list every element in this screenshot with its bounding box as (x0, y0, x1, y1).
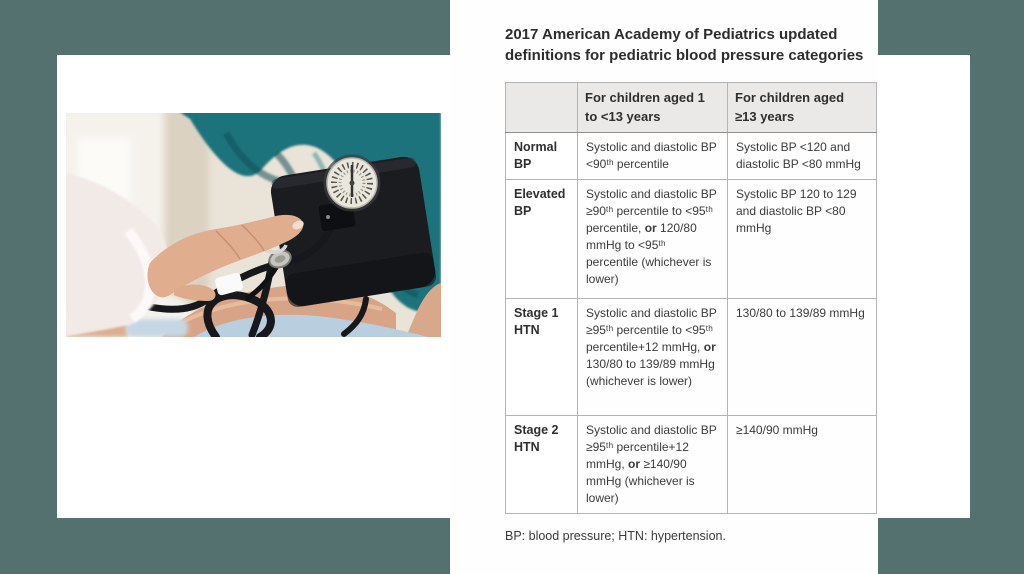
cell-aged-13-plus: ≥140/90 mmHg (727, 415, 877, 514)
bp-cuff (270, 156, 436, 307)
table-row: Stage 1 HTN Systolic and diastolic BP ≥9… (505, 298, 877, 416)
abbreviations-footnote: BP: blood pressure; HTN: hypertension. (505, 529, 726, 543)
column-header-aged-13-plus: For children aged ≥13 years (727, 82, 877, 133)
table-row: Normal BP Systolic and diastolic BP <90ᵗ… (505, 132, 877, 180)
blood-pressure-photo (66, 113, 441, 337)
row-label: Normal BP (505, 132, 578, 180)
cell-aged-1-to-13: Systolic and diastolic BP ≥95ᵗʰ percenti… (577, 298, 728, 416)
stethoscope (244, 240, 292, 302)
clinician-hand (147, 214, 304, 301)
row-label: Stage 2 HTN (505, 415, 578, 514)
row-label: Elevated BP (505, 179, 578, 299)
cell-aged-1-to-13: Systolic and diastolic BP ≥90ᵗʰ percenti… (577, 179, 728, 299)
cell-aged-13-plus: Systolic BP <120 and diastolic BP <80 mm… (727, 132, 877, 180)
cell-aged-1-to-13: Systolic and diastolic BP ≥95ᵗʰ percenti… (577, 415, 728, 514)
bp-definitions-table: For children aged 1 to <13 years For chi… (505, 82, 877, 514)
column-header-aged-1-to-13: For children aged 1 to <13 years (577, 82, 728, 133)
table-row: Elevated BP Systolic and diastolic BP ≥9… (505, 179, 877, 299)
cell-aged-1-to-13: Systolic and diastolic BP <90ᵗʰ percenti… (577, 132, 728, 180)
content-card: 2017 American Academy of Pediatrics upda… (450, 0, 878, 574)
cell-aged-13-plus: 130/80 to 139/89 mmHg (727, 298, 877, 416)
table-header-row: For children aged 1 to <13 years For chi… (505, 82, 877, 133)
bp-gauge (318, 154, 381, 232)
column-header-empty (505, 82, 578, 133)
table-row: Stage 2 HTN Systolic and diastolic BP ≥9… (505, 415, 877, 514)
cell-aged-13-plus: Systolic BP 120 to 129 and diastolic BP … (727, 179, 877, 299)
slide-title: 2017 American Academy of Pediatrics upda… (505, 26, 864, 64)
row-label: Stage 1 HTN (505, 298, 578, 416)
